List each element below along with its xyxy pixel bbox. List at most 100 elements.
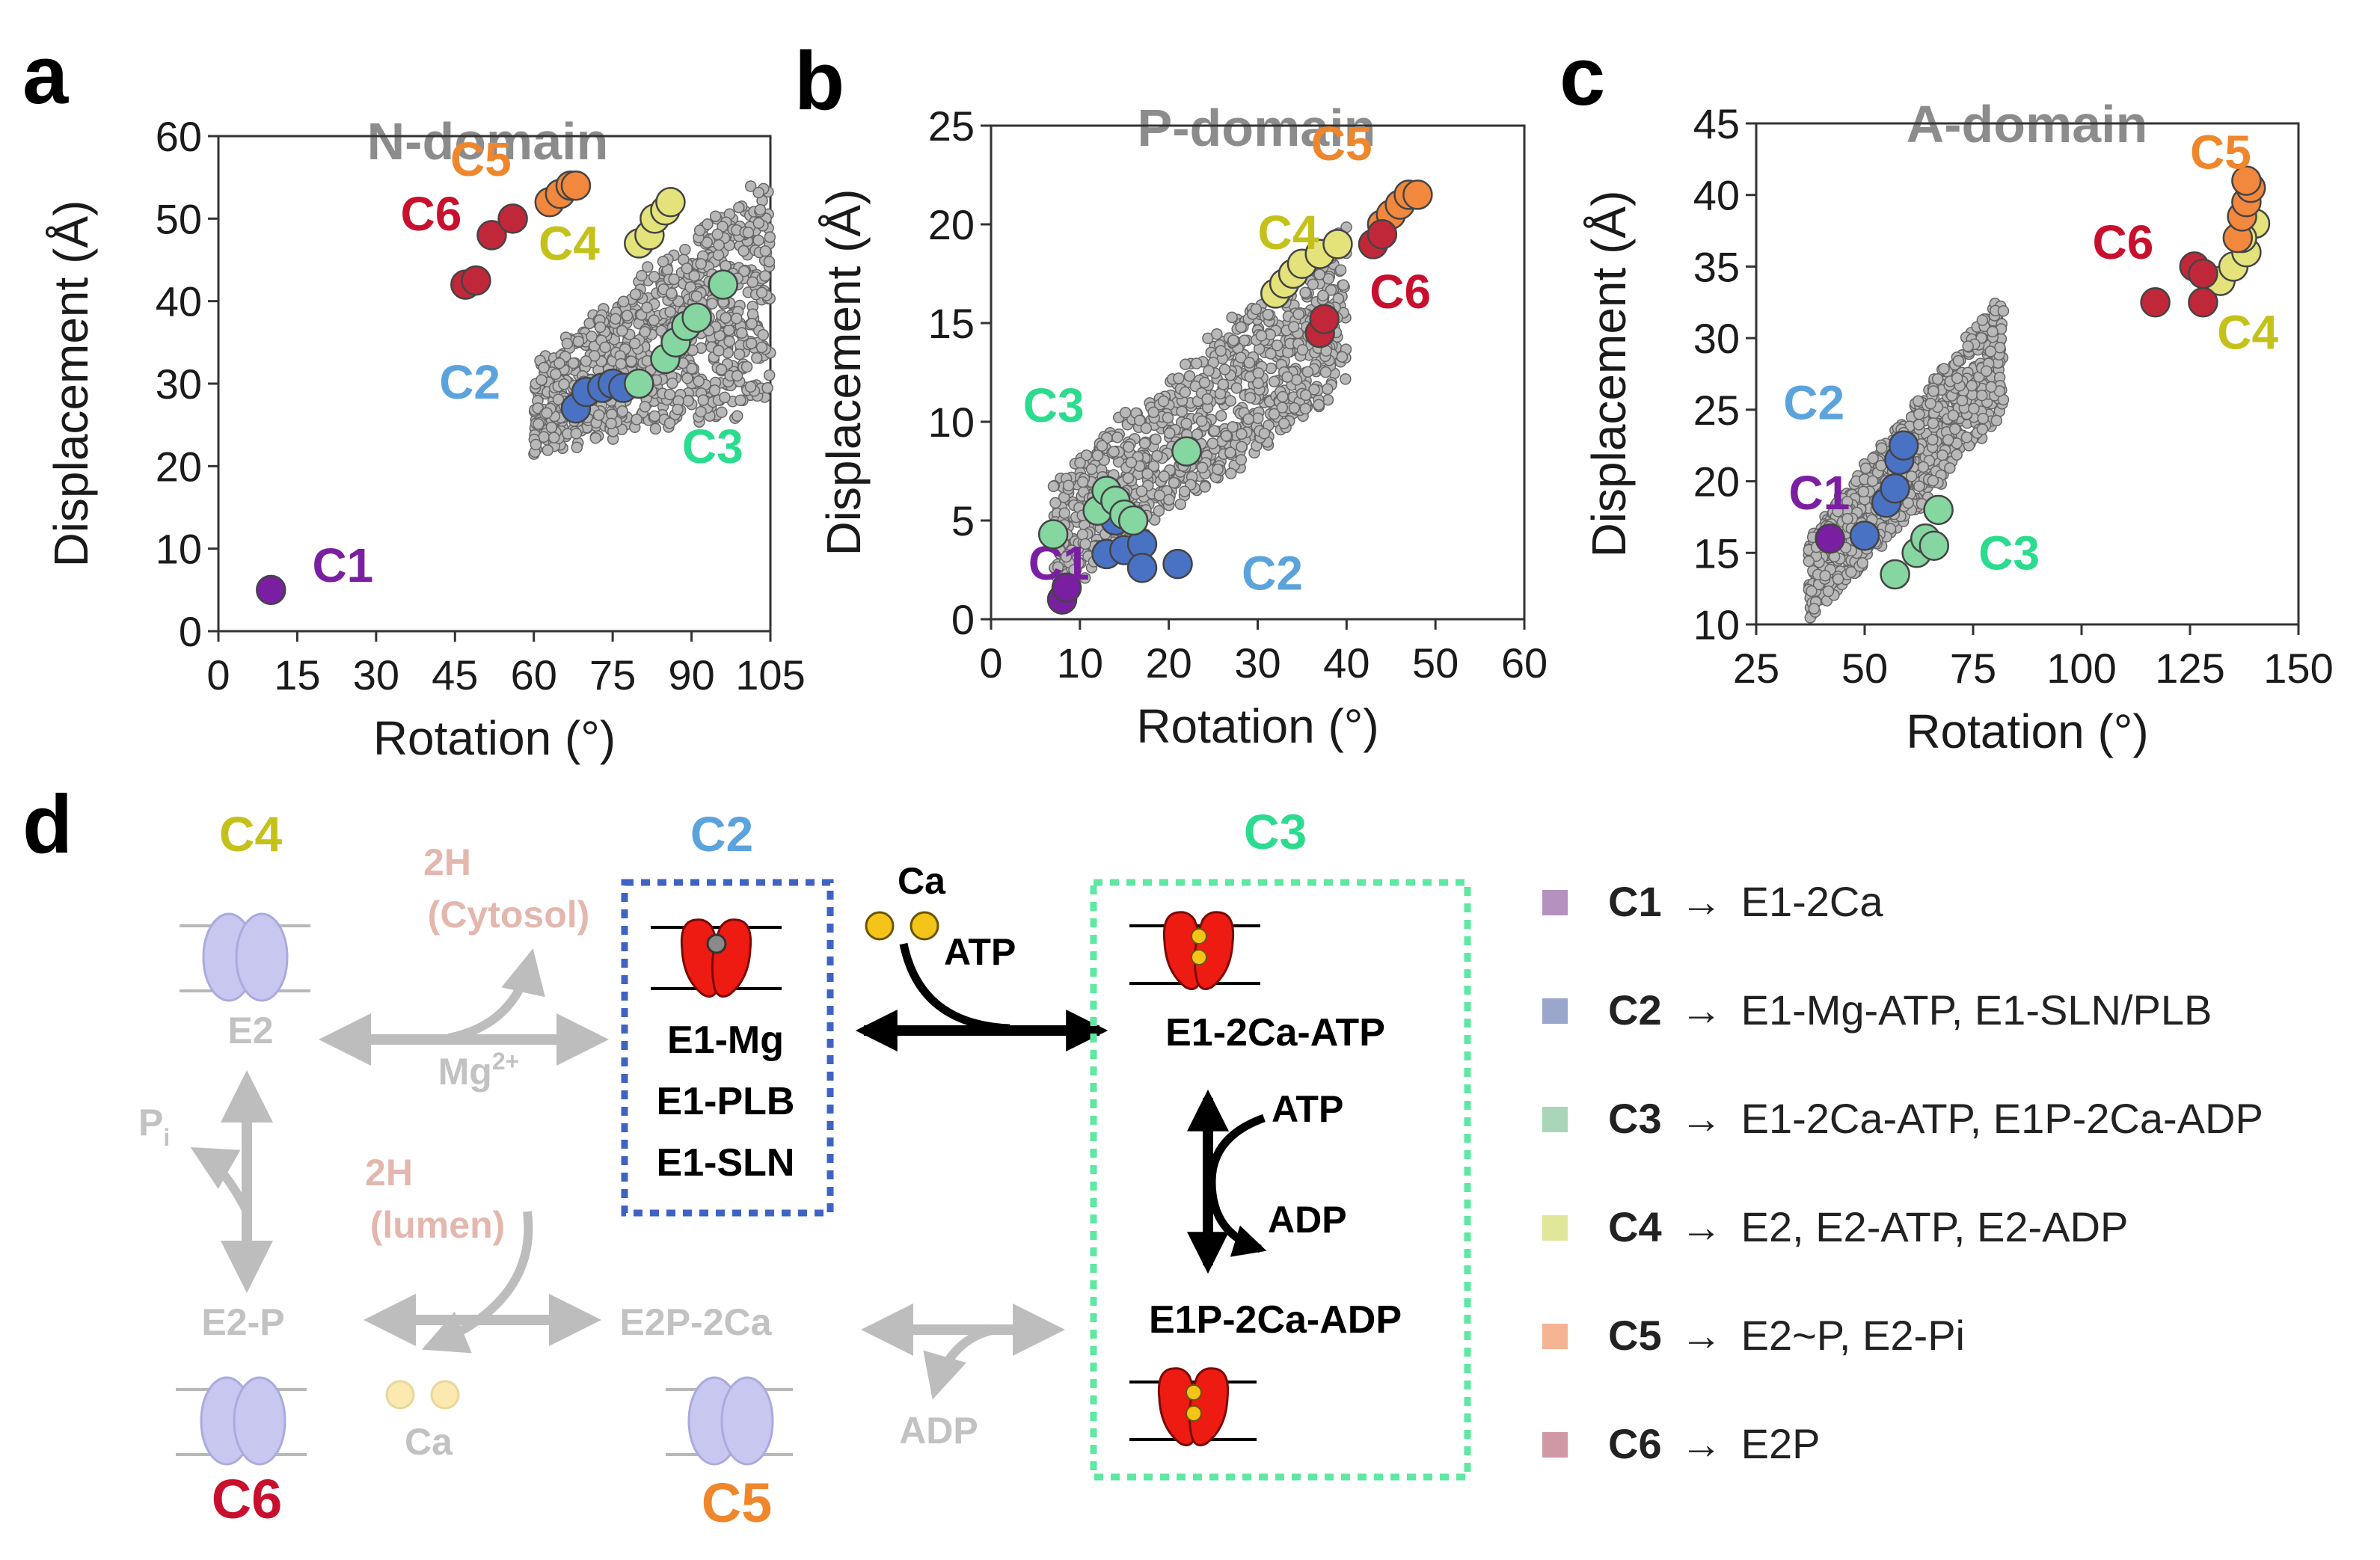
cloud-point [1841,512,1853,525]
cloud-point [1984,346,1997,357]
series-c1 [1046,572,1082,615]
data-point-c3 [1037,519,1069,550]
cloud-point [1927,417,1939,429]
cloud-point [572,335,585,348]
cloud-point [1138,437,1151,449]
cloud-point [553,357,565,369]
scheme-ca-top: Ca [898,860,946,902]
cloud-point [1255,330,1268,342]
data-point-c3 [1919,530,1950,561]
cloud-point [628,337,641,350]
cloud-point [589,432,602,444]
cloud-point [1215,345,1227,357]
cloud-point [1235,454,1248,466]
y-tick-label: 5 [951,497,975,544]
scheme-c2-state-1: E1-Mg [667,1019,784,1062]
cloud-point [1179,386,1191,399]
y-tick-label: 40 [1693,172,1740,219]
cloud-point [1196,461,1209,474]
data-point-c2 [1126,553,1158,583]
pump-icon-e1p-2ca-adp [1129,1367,1257,1446]
cloud-point [641,301,653,313]
x-tick-label: 15 [274,651,320,698]
series-c6 [450,203,528,300]
cloud-point [695,405,707,418]
arrow-adp-faded [923,1325,996,1400]
data-point-c6 [2188,258,2218,289]
cloud-point [567,357,580,369]
cloud-point [589,350,601,362]
cloud-point [1157,395,1170,408]
y-tick-label: 20 [928,201,975,248]
cloud-point [1322,383,1334,395]
cloud-point [542,444,554,456]
data-point-c2 [1162,548,1193,580]
series-label-c4: C4 [539,217,600,271]
cloud-point [631,414,642,426]
data-point-c1 [256,574,286,606]
cloud-point [1224,446,1236,458]
cloud-point [1981,365,1993,377]
data-point-c1 [1815,523,1845,554]
cloud-point [733,201,745,214]
arrow-lumen [421,1211,533,1354]
cloud-point [1123,440,1135,453]
y-tick-label: 0 [951,596,975,643]
c2-box [621,879,834,1217]
cloud-point [1927,434,1939,446]
cloud-point [757,329,770,341]
cloud-point [693,375,705,387]
series-c5 [2222,165,2266,254]
cloud-point [1288,321,1300,333]
legend-swatch-c2 [1542,998,1568,1024]
cloud-point [639,401,651,413]
scheme-2h-lumen-2: (lumen) [370,1204,506,1246]
cloud-point [1956,394,1969,407]
cloud-point [1203,365,1215,377]
cloud-point [1230,382,1243,394]
cloud-point [702,218,714,230]
cloud-point [1199,481,1211,493]
y-tick-label: 0 [179,608,202,655]
cloud-point [1049,497,1061,509]
cloud-point [1080,449,1093,461]
data-point-c2 [1849,520,1880,551]
cloud-point [1867,452,1879,464]
cloud-point [713,239,725,251]
cloud-point [737,245,749,257]
series-label-c2: C2 [1242,546,1303,600]
cloud-point [625,355,637,367]
cloud-point [1096,440,1108,452]
cloud-point [708,384,721,396]
cloud-point [621,310,634,322]
cloud-point [1173,372,1185,384]
x-tick-label: 0 [206,651,230,698]
y-tick-label: 10 [156,526,202,573]
cloud-point [571,441,583,454]
y-tick-label: 15 [1693,529,1740,577]
cloud-point [686,363,698,375]
pump-icon-e1mg [651,918,782,998]
cloud-point [742,227,755,239]
data-point-c3 [1171,436,1202,467]
data-point-c2 [1888,430,1919,461]
cloud-point [1913,419,1925,431]
legend: C1 → E1-2Ca C2 → E1-Mg-ATP, E1-SLN/PLB C3 → E1-2… [1542,878,2263,1467]
series-label-c2: C2 [439,355,500,409]
cloud-point [1218,363,1231,375]
cloud-point [1960,432,1973,443]
cloud-point [1190,357,1203,369]
cloud-point [1079,538,1091,550]
pump-icon-e1-2ca-atp [1129,911,1260,990]
cloud-point [1949,423,1961,435]
data-point-c3 [1923,494,1954,526]
cloud-point [1262,309,1275,321]
cloud-point [615,357,627,370]
cloud-point [1183,369,1196,382]
cloud-point [744,180,757,192]
cloud-point [1277,390,1289,403]
cloud-point [734,394,746,406]
data-point-c6 [1309,304,1340,334]
cloud-point [1977,412,1990,425]
cloud-point [610,313,622,325]
